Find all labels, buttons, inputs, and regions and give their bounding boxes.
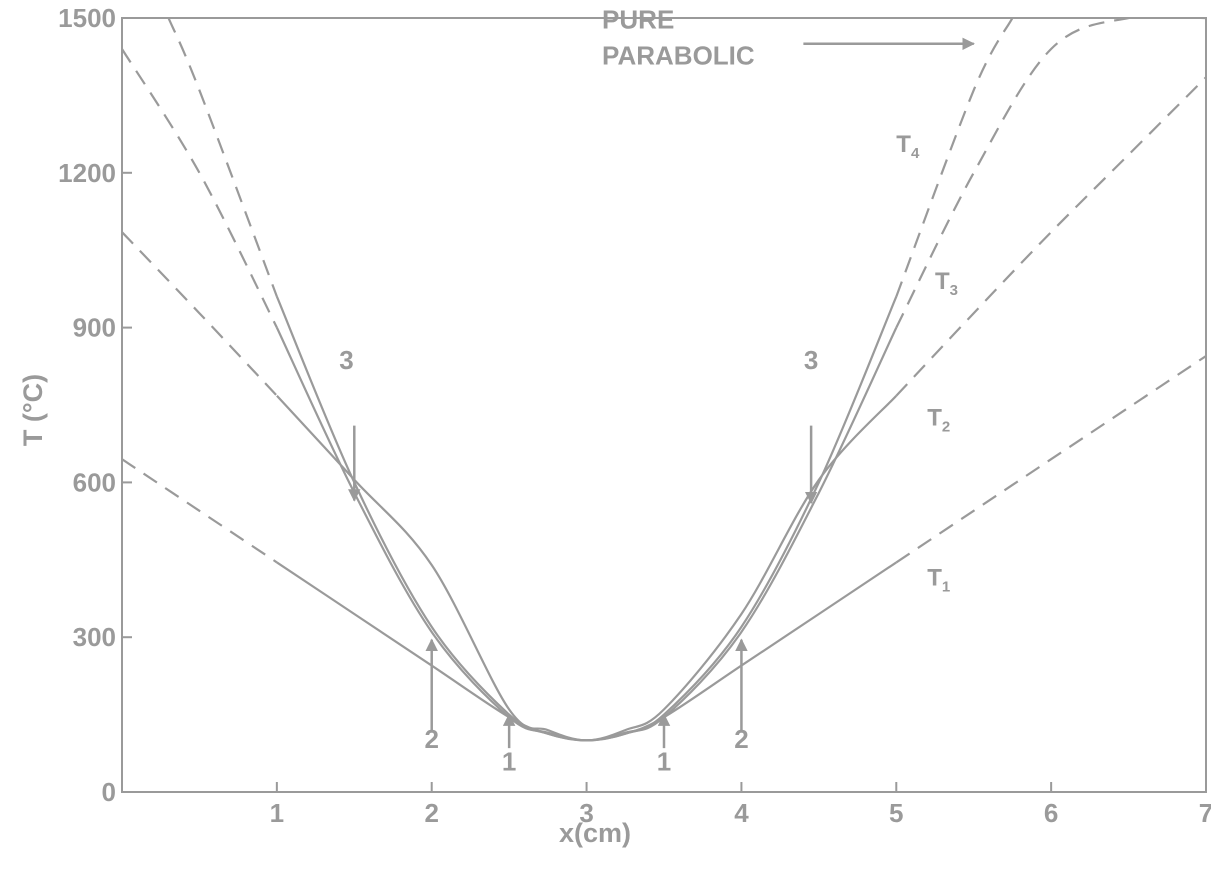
arrow-layer: [348, 37, 975, 749]
x-axis-title: x(cm): [559, 818, 631, 848]
series-dashed-segment: [122, 48, 278, 329]
annotation-text: 1: [502, 746, 516, 776]
annotation-text: 2: [734, 724, 748, 754]
x-tick-label: 1: [270, 798, 284, 828]
annotation-text: 3: [804, 345, 818, 375]
annotation-text: 3: [339, 345, 353, 375]
series-solid-segment: [275, 296, 898, 742]
y-tick-label: 300: [73, 622, 116, 652]
curve-label-subscript: 4: [911, 145, 920, 162]
annotation-text: PARABOLIC: [602, 40, 755, 70]
series-dashed-segment: [122, 231, 278, 397]
curve-label-main: T: [896, 131, 911, 158]
series-dashed-segment: [167, 18, 278, 297]
x-tick-label: 2: [424, 798, 438, 828]
curve-label: T1: [927, 565, 950, 596]
y-tick-label: 1500: [58, 3, 116, 33]
x-tick-label: 6: [1044, 798, 1058, 828]
series-solid-segment: [276, 561, 897, 742]
y-tick-label: 0: [102, 777, 116, 807]
plot-frame: [121, 17, 1207, 793]
series-solid-segment: [276, 394, 898, 742]
y-tick-label: 900: [73, 313, 116, 343]
series-solid-segment: [275, 327, 898, 742]
annotation-text: 1: [657, 746, 671, 776]
x-tick-label: 3: [579, 798, 593, 828]
y-axis-title: T (°C): [18, 374, 48, 446]
x-tick-label: 5: [889, 798, 903, 828]
series-dashed-segment: [895, 355, 1206, 564]
tick-layer: 1 2 3 4 5 6 7 0 300 600 900 1200 1500: [58, 3, 1211, 828]
series-t1: [122, 355, 1206, 742]
series-dashed-segment: [895, 18, 1206, 329]
y-tick-label: 1200: [58, 158, 116, 188]
annotation-text: 2: [424, 724, 438, 754]
curve-label-subscript: 2: [942, 419, 950, 436]
series-pure-parabolic: [167, 18, 1014, 742]
series-dashed-segment: [895, 76, 1206, 397]
y-tick-label: 600: [73, 467, 116, 497]
curve-label-main: T: [927, 565, 942, 592]
series-t3: [122, 18, 1206, 742]
x-tick-label: 7: [1199, 798, 1211, 828]
annotation-text: PURE: [602, 4, 674, 34]
curve-label: T2: [927, 405, 950, 436]
plot-border: [121, 17, 1207, 793]
x-tick-label: 4: [734, 798, 749, 828]
curve-label-main: T: [935, 268, 950, 295]
series-t2: [122, 76, 1206, 742]
curve-label-subscript: 3: [950, 282, 958, 299]
curve-label-subscript: 1: [942, 579, 950, 596]
curve-label-main: T: [927, 405, 942, 432]
series-dashed-segment: [122, 458, 278, 564]
series-layer: [122, 18, 1206, 742]
curve-label: T4: [896, 131, 920, 162]
curve-label: T3: [935, 268, 958, 299]
